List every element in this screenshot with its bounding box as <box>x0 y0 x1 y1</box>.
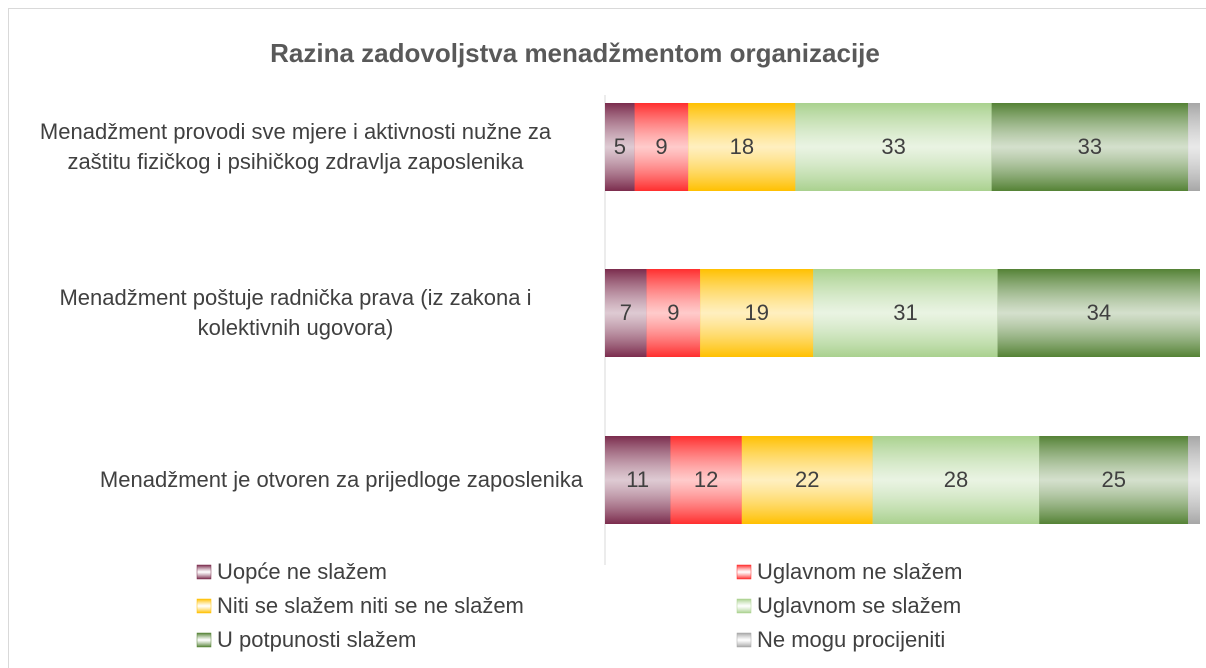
data-label: 19 <box>744 300 768 325</box>
legend-label: Uglavnom ne slažem <box>757 559 962 584</box>
legend-swatch <box>196 564 212 580</box>
data-label: 9 <box>667 300 679 325</box>
bar <box>605 103 635 191</box>
bar <box>605 436 671 524</box>
chart-title: Razina zadovoljstva menadžmentom organiz… <box>270 38 880 68</box>
legend-swatch <box>736 632 752 648</box>
data-label: 33 <box>881 134 905 159</box>
bar <box>670 436 742 524</box>
category-label: Menadžment poštuje radnička prava (iz za… <box>8 253 583 373</box>
legend-label: Uopće ne slažem <box>217 559 387 584</box>
bar <box>700 269 814 357</box>
data-label: 22 <box>795 467 819 492</box>
legend-label: Uglavnom se slažem <box>757 593 961 618</box>
data-label: 11 <box>626 467 649 492</box>
category-text: Menadžment poštuje radnička prava (iz za… <box>59 285 532 340</box>
legend-swatch <box>196 598 212 614</box>
legend-swatch <box>736 564 752 580</box>
bar <box>688 103 796 191</box>
bar <box>634 103 689 191</box>
bar <box>605 269 647 357</box>
category-text: Menadžment provodi sve mjere i aktivnost… <box>39 119 552 174</box>
bar <box>795 103 992 191</box>
data-label: 28 <box>944 467 968 492</box>
bar <box>872 436 1040 524</box>
legend-swatch <box>196 632 212 648</box>
data-label: 31 <box>893 300 917 325</box>
data-label: 25 <box>1101 467 1125 492</box>
data-label: 12 <box>694 467 718 492</box>
bar <box>1039 436 1189 524</box>
bar <box>741 436 873 524</box>
category-label: Menadžment je otvoren za prijedloge zapo… <box>8 420 583 540</box>
bar <box>813 269 998 357</box>
category-label: Menadžment provodi sve mjere i aktivnost… <box>8 87 583 207</box>
data-label: 5 <box>614 134 626 159</box>
legend-label: Ne mogu procijeniti <box>757 627 945 652</box>
chart-border <box>8 8 1206 668</box>
legend-label: U potpunosti slažem <box>217 627 416 652</box>
data-label: 33 <box>1078 134 1102 159</box>
data-label: 9 <box>655 134 667 159</box>
bar <box>1188 103 1200 191</box>
bar <box>991 103 1189 191</box>
data-label: 7 <box>620 300 632 325</box>
legend-label: Niti se slažem niti se ne slažem <box>217 593 524 618</box>
bar <box>1188 436 1200 524</box>
bar <box>646 269 701 357</box>
bar <box>997 269 1200 357</box>
category-text: Menadžment je otvoren za prijedloge zapo… <box>99 467 583 492</box>
data-label: 18 <box>730 134 754 159</box>
data-label: 34 <box>1087 300 1111 325</box>
legend-swatch <box>736 598 752 614</box>
